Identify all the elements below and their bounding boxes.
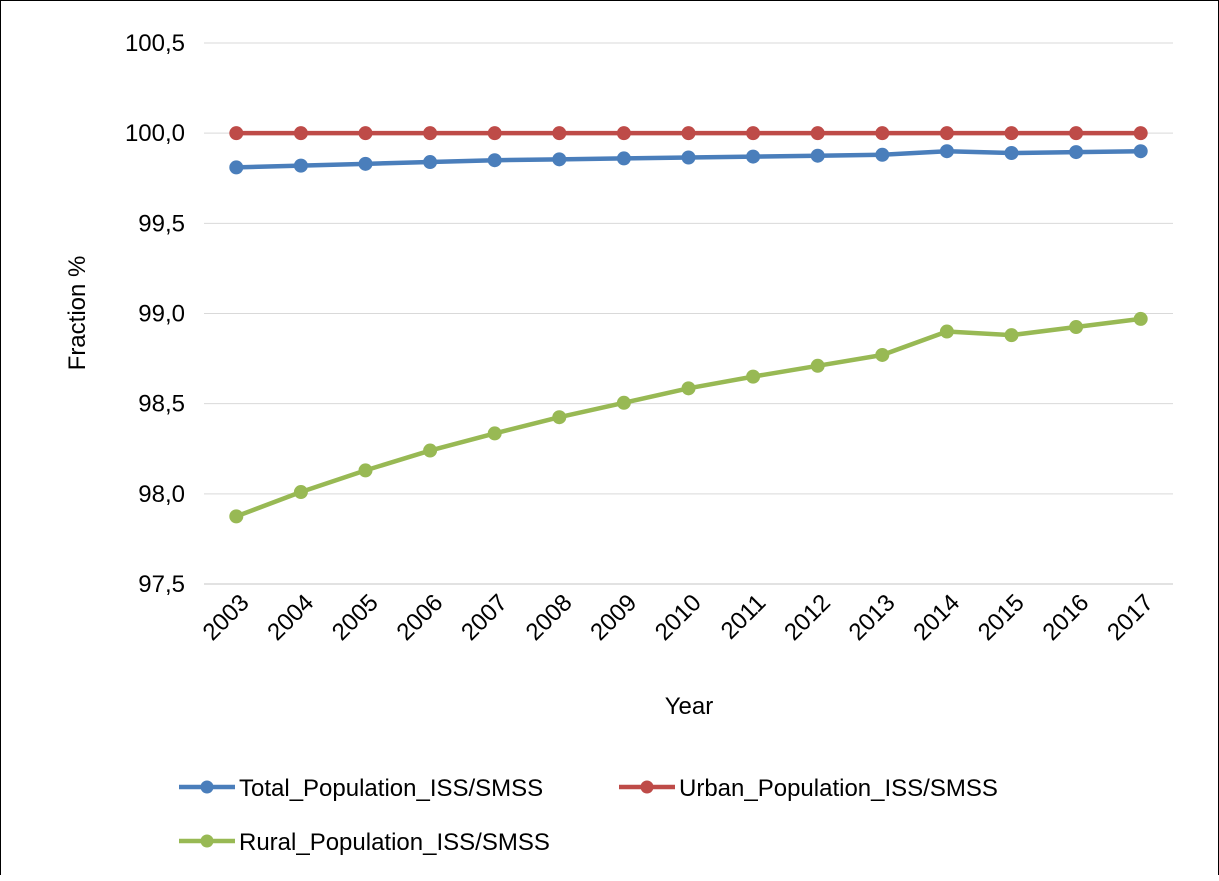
data-point: [810, 148, 825, 163]
x-tick-label: 2003: [198, 589, 255, 646]
y-tick-label: 100,5: [125, 30, 185, 57]
data-point: [616, 395, 631, 410]
data-point: [875, 147, 890, 162]
data-point: [616, 151, 631, 166]
y-axis-tick-labels: 97,5 98,0 98,5 99,0 99,5 100,0 100,5: [125, 30, 185, 598]
data-point: [552, 152, 567, 167]
data-point: [746, 369, 761, 384]
data-point: [616, 126, 631, 141]
legend-item: Urban_Population_ISS/SMSS: [619, 775, 998, 802]
data-point: [1133, 311, 1148, 326]
data-point: [229, 509, 244, 524]
data-point: [681, 126, 696, 141]
series-line: [234, 316, 1143, 519]
data-point: [293, 158, 308, 173]
data-point: [358, 463, 373, 478]
series-1: [229, 144, 1148, 175]
data-point: [423, 155, 438, 170]
legend-marker: [640, 780, 654, 794]
y-axis-title: Fraction %: [64, 256, 91, 371]
data-point: [552, 126, 567, 141]
x-axis-tick-labels: 2003 2004 2005 2006 2007 2008 2009 2010 2011 2012…: [198, 589, 1159, 646]
y-tick-label: 97,5: [138, 571, 185, 598]
x-tick-label: 2016: [1037, 589, 1094, 646]
data-point: [1069, 145, 1084, 160]
data-point: [293, 126, 308, 141]
data-point: [293, 485, 308, 500]
y-tick-label: 99,0: [138, 301, 185, 328]
x-tick-label: 2007: [456, 589, 513, 646]
legend-label: Urban_Population_ISS/SMSS: [679, 775, 998, 802]
x-tick-label: 2008: [521, 589, 578, 646]
data-point: [229, 126, 244, 141]
data-point: [681, 381, 696, 396]
x-tick-label: 2006: [391, 589, 448, 646]
data-point: [746, 149, 761, 164]
data-point: [358, 156, 373, 171]
legend-label: Rural_Population_ISS/SMSS: [239, 829, 550, 856]
data-point: [875, 347, 890, 362]
legend: Total_Population_ISS/SMSS Urban_Populatio…: [179, 775, 998, 856]
data-point: [1004, 126, 1019, 141]
data-point: [810, 126, 825, 141]
data-point: [229, 160, 244, 175]
data-point: [423, 126, 438, 141]
x-tick-label: 2005: [327, 589, 384, 646]
x-tick-label: 2004: [262, 589, 319, 646]
series-2: [229, 126, 1148, 141]
x-tick-label: 2017: [1102, 589, 1159, 646]
legend-label: Total_Population_ISS/SMSS: [239, 775, 543, 802]
y-tick-label: 100,0: [125, 120, 185, 147]
data-point: [1069, 320, 1084, 335]
x-tick-label: 2014: [908, 589, 965, 646]
series-3: [229, 311, 1148, 524]
data-point: [875, 126, 890, 141]
x-axis-title: Year: [665, 693, 714, 720]
data-point: [746, 126, 761, 141]
data-point: [552, 410, 567, 425]
data-point: [487, 153, 502, 168]
x-tick-label: 2010: [650, 589, 707, 646]
series-lines: [229, 126, 1148, 524]
data-point: [810, 358, 825, 373]
data-point: [1133, 144, 1148, 159]
x-tick-label: 2015: [973, 589, 1030, 646]
data-point: [1004, 328, 1019, 343]
x-tick-label: 2012: [779, 589, 836, 646]
data-point: [423, 443, 438, 458]
data-point: [358, 126, 373, 141]
y-tick-label: 99,5: [138, 210, 185, 237]
x-tick-label: 2013: [844, 589, 901, 646]
legend-item: Rural_Population_ISS/SMSS: [179, 829, 550, 856]
data-point: [1069, 126, 1084, 141]
legend-marker: [200, 834, 214, 848]
x-tick-label: 2009: [585, 589, 642, 646]
data-point: [939, 144, 954, 159]
data-point: [939, 126, 954, 141]
x-tick-label: 2011: [716, 589, 772, 645]
y-tick-label: 98,5: [138, 391, 185, 418]
data-point: [681, 150, 696, 165]
gridlines: [204, 42, 1173, 495]
data-point: [939, 324, 954, 339]
data-point: [487, 426, 502, 441]
legend-item: Total_Population_ISS/SMSS: [179, 775, 543, 802]
y-tick-label: 98,0: [138, 481, 185, 508]
data-point: [1133, 126, 1148, 141]
legend-marker: [200, 780, 214, 794]
data-point: [1004, 146, 1019, 161]
data-point: [487, 126, 502, 141]
